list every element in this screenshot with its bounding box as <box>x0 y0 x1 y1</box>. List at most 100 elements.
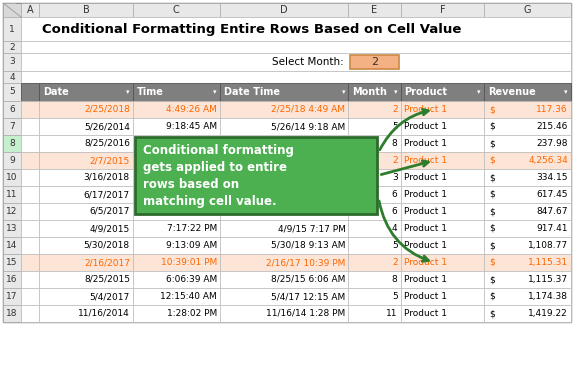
Bar <box>3 135 21 152</box>
Bar <box>3 118 21 135</box>
Text: Product 1: Product 1 <box>403 224 446 233</box>
Text: 8: 8 <box>392 275 398 284</box>
Bar <box>484 271 571 288</box>
Bar <box>220 237 348 254</box>
Bar <box>21 271 39 288</box>
Bar <box>135 137 376 213</box>
Text: 12: 12 <box>6 207 18 216</box>
Text: 6: 6 <box>392 207 398 216</box>
Bar <box>3 101 21 118</box>
Bar <box>220 186 348 203</box>
Bar <box>401 220 484 237</box>
Bar <box>484 101 571 118</box>
Bar <box>348 135 401 152</box>
Bar <box>348 203 401 220</box>
Text: 6:06:39 AM: 6:06:39 AM <box>166 275 217 284</box>
Text: 18: 18 <box>6 309 18 318</box>
Text: 2: 2 <box>392 258 398 267</box>
Bar <box>39 203 133 220</box>
Bar <box>484 83 571 101</box>
Text: 5/30/18 9:13 AM: 5/30/18 9:13 AM <box>271 241 346 250</box>
Bar <box>39 237 133 254</box>
Text: Product 1: Product 1 <box>403 309 446 318</box>
Bar <box>220 271 348 288</box>
Bar <box>21 118 39 135</box>
Text: 1,115.37: 1,115.37 <box>528 275 568 284</box>
Bar <box>401 101 484 118</box>
Text: $: $ <box>489 139 495 148</box>
Bar <box>484 254 571 271</box>
Text: Product 1: Product 1 <box>403 241 446 250</box>
Text: 2/25/18 4:49 AM: 2/25/18 4:49 AM <box>272 105 346 114</box>
Bar <box>401 254 484 271</box>
Text: 4/9/2015: 4/9/2015 <box>89 224 130 233</box>
Text: $: $ <box>489 207 495 216</box>
Bar <box>348 220 401 237</box>
Bar <box>3 237 21 254</box>
Text: 2/25/2018: 2/25/2018 <box>84 105 130 114</box>
Bar <box>401 288 484 305</box>
Bar <box>21 254 39 271</box>
Text: 5: 5 <box>392 122 398 131</box>
Bar <box>3 152 21 169</box>
Bar <box>39 152 133 169</box>
Text: 1,108.77: 1,108.77 <box>528 241 568 250</box>
Bar <box>21 288 39 305</box>
Text: $: $ <box>489 173 495 182</box>
Bar <box>39 169 133 186</box>
Text: A: A <box>27 5 33 15</box>
Text: 8/25/2015: 8/25/2015 <box>84 275 130 284</box>
Bar <box>133 203 220 220</box>
Text: 17: 17 <box>6 292 18 301</box>
Bar <box>133 135 220 152</box>
Bar <box>484 288 571 305</box>
Text: ▾: ▾ <box>126 89 129 95</box>
Bar <box>401 305 484 322</box>
Bar <box>39 101 133 118</box>
Text: 3: 3 <box>9 57 15 66</box>
Text: 6: 6 <box>9 105 15 114</box>
Text: Conditional formatting: Conditional formatting <box>143 144 294 157</box>
Bar <box>39 305 133 322</box>
Bar <box>3 288 21 305</box>
Text: 2/16/17 10:39 PM: 2/16/17 10:39 PM <box>266 258 346 267</box>
Bar <box>220 220 348 237</box>
Text: 4/9/15 7:17 PM: 4/9/15 7:17 PM <box>277 224 346 233</box>
Bar <box>348 254 401 271</box>
Text: 1,419.22: 1,419.22 <box>528 309 568 318</box>
Text: 617.45: 617.45 <box>536 190 568 199</box>
Text: 4: 4 <box>9 72 15 81</box>
Bar <box>348 169 401 186</box>
Text: $: $ <box>489 258 495 267</box>
Text: 6: 6 <box>392 190 398 199</box>
Text: Month: Month <box>352 87 387 97</box>
Text: 9: 9 <box>9 156 15 165</box>
Text: 5/4/17 12:15 AM: 5/4/17 12:15 AM <box>271 292 346 301</box>
Bar <box>401 169 484 186</box>
Text: 12:15:40 AM: 12:15:40 AM <box>160 292 217 301</box>
Bar <box>133 169 220 186</box>
Text: 11/16/2014: 11/16/2014 <box>78 309 130 318</box>
Bar <box>133 288 220 305</box>
Bar <box>348 101 401 118</box>
Text: 6/17/2017: 6/17/2017 <box>84 190 130 199</box>
Text: ▾: ▾ <box>564 89 568 95</box>
Bar <box>484 305 571 322</box>
Text: 8: 8 <box>9 139 15 148</box>
Text: 15: 15 <box>6 258 18 267</box>
Bar <box>39 3 133 17</box>
Bar <box>401 83 484 101</box>
Bar <box>21 135 39 152</box>
Text: Date: Date <box>43 87 69 97</box>
Bar <box>348 83 401 101</box>
Bar <box>3 71 21 83</box>
Bar <box>3 254 21 271</box>
Bar <box>39 186 133 203</box>
Bar <box>133 152 220 169</box>
Bar <box>220 118 348 135</box>
Text: 5/4/2017: 5/4/2017 <box>89 292 130 301</box>
Text: 5/30/2018: 5/30/2018 <box>84 241 130 250</box>
Bar <box>220 203 348 220</box>
Text: 11: 11 <box>6 190 18 199</box>
Bar <box>21 220 39 237</box>
